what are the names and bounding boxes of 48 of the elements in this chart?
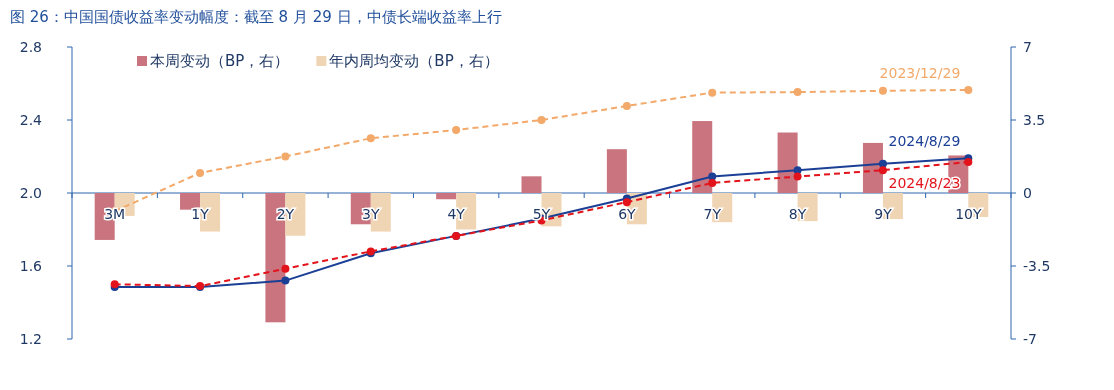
- y-tick-label: 2.0: [19, 185, 42, 201]
- bar: [692, 121, 713, 193]
- point: [281, 276, 290, 285]
- y2-tick-label: -7: [1023, 331, 1037, 347]
- legend-label: 本周变动（BP，右）: [150, 52, 290, 70]
- point: [793, 166, 802, 175]
- y2-tick-label: 0: [1023, 185, 1032, 201]
- x-tick-label: 1Y: [191, 206, 210, 222]
- y2-tick-label: 7: [1023, 39, 1032, 55]
- legend-label: 年内周均变动（BP，右）: [329, 52, 499, 70]
- y2-tick-label: -3.5: [1023, 258, 1051, 274]
- series-label: 2023/12/29: [879, 64, 961, 81]
- point: [196, 168, 205, 177]
- x-tick-label: 2Y: [276, 206, 295, 222]
- point: [537, 116, 546, 124]
- series-label: 2024/8/29: [888, 133, 961, 150]
- bar: [180, 193, 201, 210]
- point: [452, 126, 461, 135]
- point: [708, 178, 717, 187]
- point: [793, 88, 802, 97]
- point: [964, 85, 973, 94]
- point: [878, 166, 887, 175]
- point: [281, 264, 290, 273]
- y-tick-label: 1.2: [19, 331, 42, 347]
- point: [878, 86, 887, 95]
- point: [622, 198, 631, 207]
- y-tick-label: 2.8: [19, 39, 42, 55]
- bar: [521, 176, 542, 193]
- x-tick-label: 4Y: [447, 206, 466, 222]
- x-tick-label: 10Y: [955, 206, 982, 222]
- x-tick-label: 7Y: [703, 206, 722, 222]
- x-tick-label: 6Y: [618, 206, 637, 222]
- point: [708, 88, 717, 97]
- x-tick-label: 9Y: [874, 206, 893, 222]
- point: [793, 172, 802, 181]
- y2-tick-label: 3.5: [1023, 112, 1046, 128]
- point: [281, 152, 290, 161]
- bar: [606, 149, 627, 193]
- y-tick-label: 2.4: [19, 112, 43, 128]
- y-tick-label: 1.6: [19, 258, 43, 274]
- x-tick-label: 3M: [104, 206, 126, 222]
- x-tick-label: 3Y: [362, 206, 380, 222]
- bar: [436, 193, 457, 200]
- point: [366, 134, 375, 143]
- point: [622, 101, 631, 110]
- chart-title: 图 26：中国国债收益率变动幅度：截至 8 月 29 日，中债长端收益率上行: [10, 8, 502, 26]
- bar: [777, 132, 798, 193]
- x-tick-label: 8Y: [788, 206, 807, 222]
